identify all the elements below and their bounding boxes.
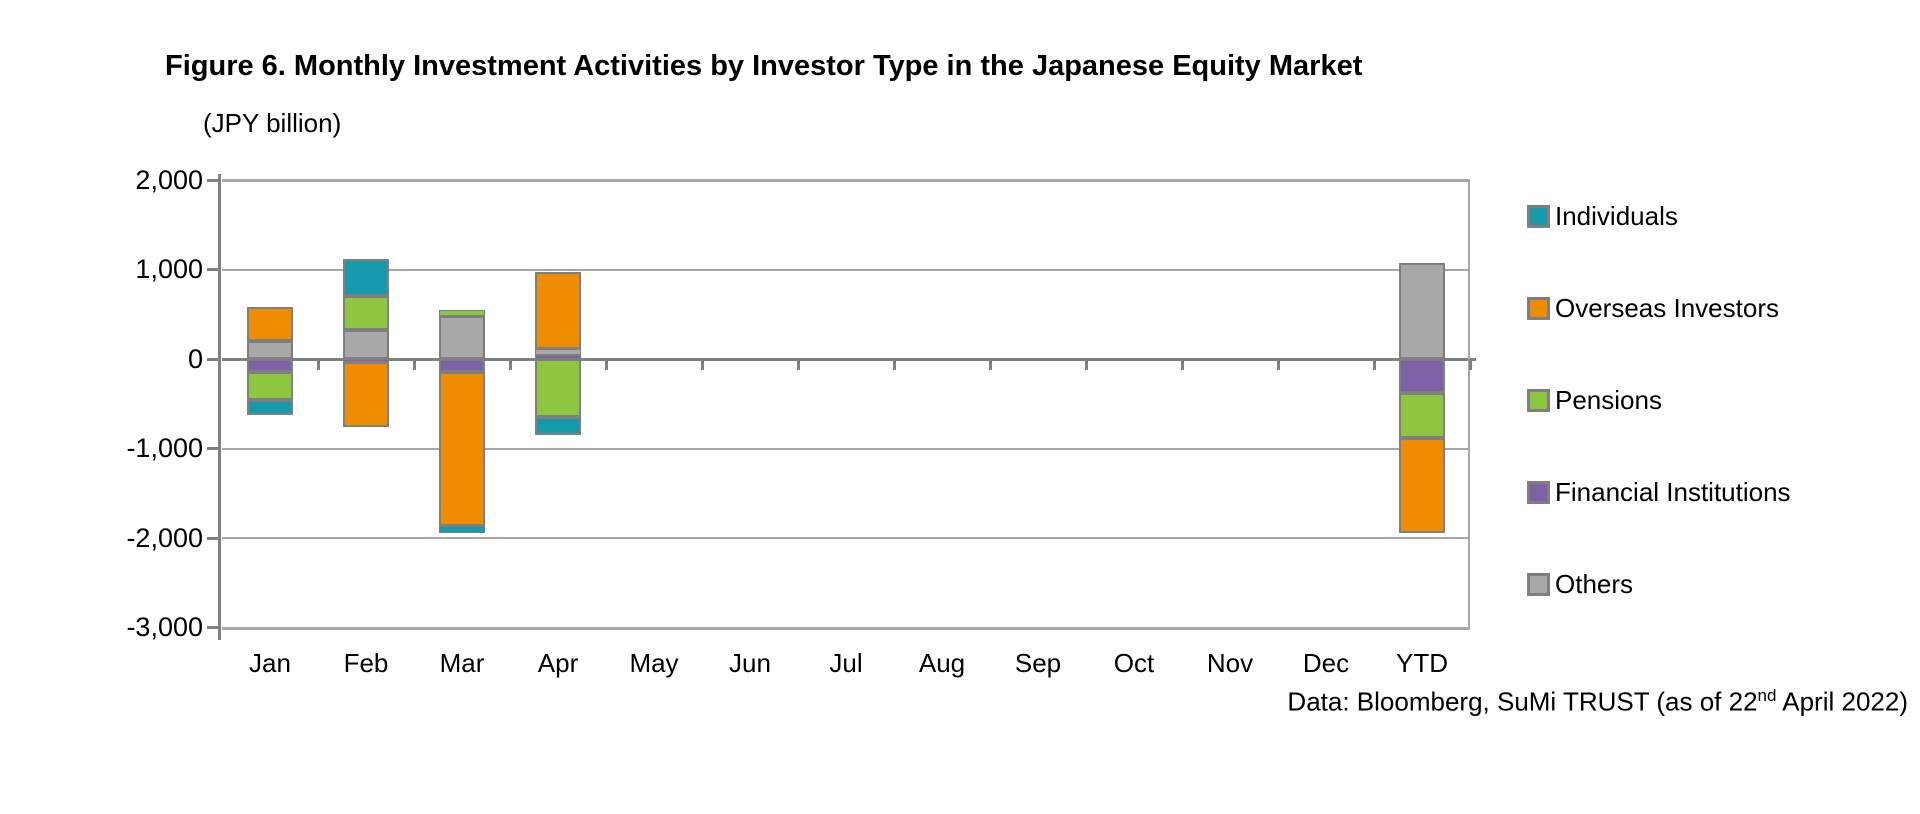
chart-title: Figure 6. Monthly Investment Activities …	[165, 50, 1363, 82]
y-axis-tick	[207, 178, 218, 182]
bar-segment-Mar-Individuals	[439, 526, 485, 533]
bar-segment-Apr-Financial-Institutions	[535, 354, 581, 359]
bar-segment-Apr-Overseas-Investors	[535, 272, 581, 350]
y-tick-label: -3,000	[126, 612, 203, 642]
gridline--3000	[222, 626, 1470, 630]
x-tick-label-Apr: Apr	[537, 648, 579, 678]
x-tick-label-Sep: Sep	[1014, 648, 1062, 678]
bar-segment-YTD-Others	[1399, 263, 1445, 359]
bar-segment-Feb-Individuals	[343, 258, 389, 297]
x-axis-tick	[892, 359, 896, 370]
x-axis-tick	[1180, 359, 1184, 370]
gridline-2000	[222, 179, 1470, 182]
legend-swatch-icon	[1527, 481, 1550, 504]
legend-item-Individuals: Individuals	[1527, 201, 1678, 232]
gridline-1000	[222, 268, 1470, 271]
y-axis-tick	[207, 447, 218, 450]
y-axis-tick	[207, 626, 218, 629]
plot-right-border	[1468, 180, 1470, 628]
y-axis-tick	[207, 357, 218, 361]
legend-item-Overseas-Investors: Overseas Investors	[1527, 293, 1779, 324]
bar-segment-YTD-Financial-Institutions	[1399, 359, 1445, 393]
x-tick-label-May: May	[629, 648, 679, 678]
bar-segment-Feb-Pensions	[343, 296, 389, 331]
y-tick-label: 1,000	[135, 254, 203, 284]
legend-swatch-icon	[1527, 205, 1550, 228]
bar-segment-YTD-Pensions	[1399, 393, 1445, 438]
source-superscript: nd	[1757, 686, 1777, 705]
x-axis-tick	[316, 359, 320, 370]
y-axis-line	[218, 174, 221, 640]
legend-item-Pensions: Pensions	[1527, 385, 1662, 416]
x-tick-label-Jul: Jul	[829, 648, 863, 678]
x-axis-tick	[1468, 359, 1472, 370]
x-axis-tick	[1372, 359, 1376, 370]
x-axis-tick	[508, 359, 512, 370]
bar-segment-Mar-Others	[439, 316, 485, 359]
x-axis-tick	[796, 359, 800, 370]
bar-segment-Apr-Pensions	[535, 359, 581, 418]
legend-swatch-icon	[1527, 573, 1550, 596]
x-tick-label-Mar: Mar	[439, 648, 485, 678]
legend-item-Others: Others	[1527, 569, 1633, 600]
x-tick-label-Aug: Aug	[918, 648, 966, 678]
gridline--1000	[222, 447, 1470, 450]
source-note: Data: Bloomberg, SuMi TRUST (as of 22nd …	[1287, 686, 1908, 718]
legend-item-Financial-Institutions: Financial Institutions	[1527, 477, 1791, 508]
x-axis-tick	[604, 359, 608, 370]
bar-segment-Jan-Others	[247, 341, 293, 359]
bar-segment-Mar-Financial-Institutions	[439, 359, 485, 372]
x-tick-label-Feb: Feb	[343, 648, 389, 678]
x-tick-label-Nov: Nov	[1206, 648, 1254, 678]
bar-segment-Apr-Individuals	[535, 417, 581, 436]
bar-segment-Apr-Others	[535, 349, 581, 355]
legend-label: Overseas Investors	[1555, 293, 1779, 323]
legend-label: Individuals	[1555, 201, 1678, 231]
x-axis-tick	[700, 359, 704, 370]
x-tick-label-Dec: Dec	[1302, 648, 1350, 678]
gridline--2000	[222, 537, 1470, 539]
legend-swatch-icon	[1527, 389, 1550, 412]
x-tick-label-Jan: Jan	[249, 648, 291, 678]
legend-swatch-icon	[1527, 297, 1550, 320]
x-tick-label-YTD: YTD	[1396, 648, 1448, 678]
y-tick-label: 0	[187, 343, 203, 374]
x-tick-label-Jun: Jun	[729, 648, 771, 678]
bar-segment-YTD-Overseas-Investors	[1399, 437, 1445, 533]
x-axis-tick	[1276, 359, 1280, 370]
legend-label: Financial Institutions	[1555, 477, 1791, 507]
y-tick-label: -1,000	[126, 433, 203, 463]
bar-segment-Mar-Pensions	[439, 309, 485, 317]
y-tick-label: 2,000	[135, 164, 203, 195]
bar-segment-Feb-Overseas-Investors	[343, 361, 389, 427]
source-text-suffix: April 2022)	[1776, 686, 1908, 717]
bar-segment-Jan-Financial-Institutions	[247, 359, 293, 373]
y-axis-unit-label: (JPY billion)	[203, 108, 342, 138]
x-axis-tick	[412, 359, 416, 370]
x-axis-tick	[1084, 359, 1088, 370]
bar-segment-Jan-Pensions	[247, 372, 293, 401]
x-axis-tick	[988, 359, 992, 370]
bar-segment-Feb-Financial-Institutions	[343, 359, 389, 362]
bar-segment-Feb-Others	[343, 330, 389, 359]
zero-axis-line	[222, 357, 1476, 361]
bar-segment-Mar-Overseas-Investors	[439, 371, 485, 527]
y-axis-tick	[207, 268, 218, 271]
bar-segment-Jan-Overseas-Investors	[247, 307, 293, 342]
legend-label: Others	[1555, 569, 1634, 599]
y-axis-tick	[207, 536, 218, 540]
legend-label: Pensions	[1555, 385, 1662, 415]
y-tick-label: -2,000	[126, 522, 203, 553]
x-tick-label-Oct: Oct	[1113, 648, 1155, 678]
bar-segment-Jan-Individuals	[247, 400, 293, 416]
source-text: Data: Bloomberg, SuMi TRUST (as of 22	[1287, 686, 1758, 717]
